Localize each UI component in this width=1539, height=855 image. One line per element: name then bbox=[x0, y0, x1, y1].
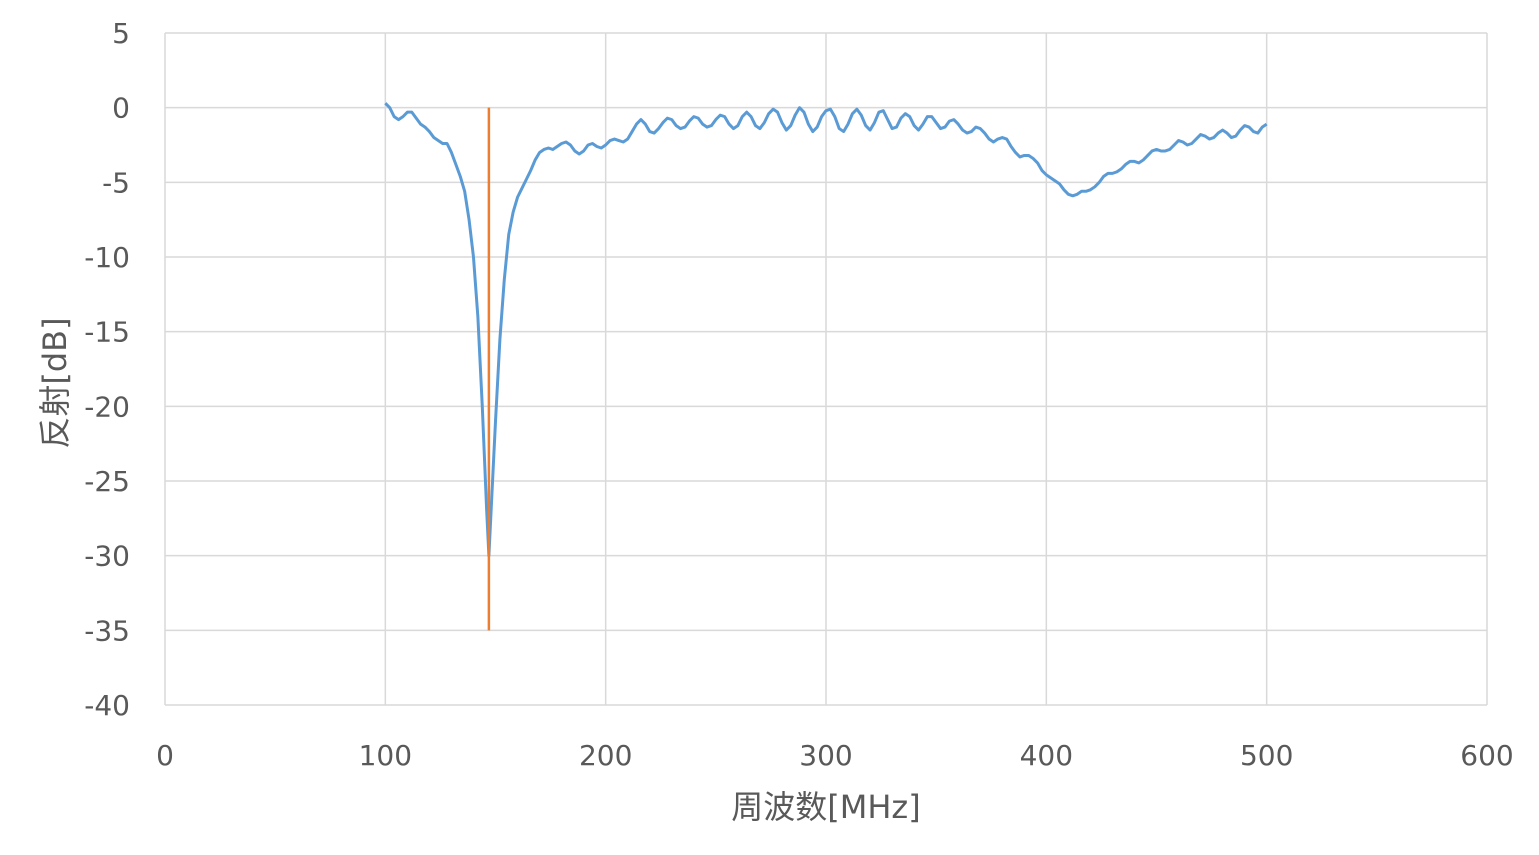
y-tick-label--35: -35 bbox=[84, 614, 130, 647]
y-tick-label--25: -25 bbox=[84, 465, 130, 498]
y-tick-label--40: -40 bbox=[84, 689, 130, 722]
y-tick-label-0: 0 bbox=[112, 92, 130, 125]
x-tick-label-600: 600 bbox=[1460, 739, 1513, 772]
x-tick-label-500: 500 bbox=[1240, 739, 1293, 772]
x-tick-label-400: 400 bbox=[1020, 739, 1073, 772]
x-tick-labels: 0 100 200 300 400 500 600 bbox=[156, 739, 1514, 772]
x-tick-label-100: 100 bbox=[359, 739, 412, 772]
y-tick-label--20: -20 bbox=[84, 390, 130, 423]
y-tick-label--10: -10 bbox=[84, 241, 130, 274]
series-line-1 bbox=[384, 102, 1268, 558]
y-axis-title: 反射[dB] bbox=[36, 317, 74, 448]
y-tick-label--30: -30 bbox=[84, 540, 130, 573]
x-tick-label-0: 0 bbox=[156, 739, 174, 772]
horizontal-gridlines bbox=[165, 32, 1487, 706]
x-tick-label-300: 300 bbox=[799, 739, 852, 772]
y-tick-label--5: -5 bbox=[102, 166, 130, 199]
x-tick-label-200: 200 bbox=[579, 739, 632, 772]
y-tick-labels: 5 0 -5 -10 -15 -20 -25 -30 -35 -40 bbox=[84, 17, 130, 722]
y-tick-label--15: -15 bbox=[84, 316, 130, 349]
vertical-gridlines bbox=[164, 33, 1488, 705]
x-axis-title: 周波数[MHz] bbox=[731, 788, 920, 826]
y-tick-label-5: 5 bbox=[112, 17, 130, 50]
series-layer bbox=[384, 102, 1268, 631]
